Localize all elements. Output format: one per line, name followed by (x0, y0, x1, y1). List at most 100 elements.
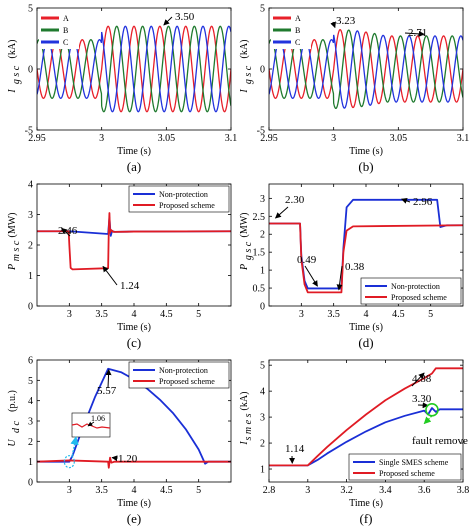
x-tick-label: 3 (331, 133, 336, 144)
legend-e: Non-protection Proposed scheme (128, 361, 230, 389)
y-tick-label: 4 (28, 180, 33, 191)
x-tick-label: 3.5 (327, 309, 340, 320)
subplot-caption: (e) (127, 511, 141, 526)
x-tick-label: 3 (305, 485, 310, 496)
x-tick-label: 3.5 (95, 309, 108, 320)
y-tick-label: 5 (260, 361, 265, 372)
y-tick-label: 2 (28, 241, 33, 252)
y-tick-label: 2 (28, 437, 33, 448)
y-axis-label-subscript: s m e s (243, 413, 254, 440)
series-line-single-smes-scheme (269, 407, 463, 467)
series-line-proposed-scheme (269, 222, 463, 294)
plot-area-b (269, 29, 463, 110)
y-axis-label: Is m e s (kA) (239, 392, 254, 446)
x-tick-label: 3 (67, 309, 72, 320)
y-tick-label: 2 (260, 230, 265, 241)
legend-entry: C (63, 38, 68, 47)
annotation-label: 2.30 (285, 194, 305, 206)
chart-f: 2.8 3 3.2 3.4 3.6 3.8 1 2 3 4 5 Time (s) (f) Is m e s… (239, 359, 469, 526)
x-tick-label: 4 (132, 485, 137, 496)
y-tick-label: -5 (25, 126, 33, 137)
subplot-caption: (f) (360, 511, 373, 526)
x-tick-label: 3.4 (379, 485, 392, 496)
annotations-d: 2.30 2.96 0.49 0.38 (275, 194, 433, 291)
y-tick-label: -5 (257, 126, 265, 137)
annotation-label: 3.50 (175, 11, 195, 23)
series-line-c (37, 25, 231, 113)
y-axis-label-subscript: d c (11, 420, 22, 433)
chart-e: 3 3.5 4 4.5 5 0 1 2 3 4 5 6 Time (s) (e) Ud c (p.u.) Non… (7, 356, 232, 526)
subplot-caption: (a) (127, 159, 141, 174)
y-tick-label: 1 (260, 266, 265, 277)
chart-b: 2.95 3 3.05 3.1 -5 0 5 Time (s) (b) Ig s c (kA) ABC… (239, 4, 469, 175)
plot-area-d (269, 198, 463, 294)
chart-d: 3 3.5 4 4.5 5 0 0.5 1 1.5 2 2.5 3 Time (s) (d) Pg s c (… (239, 183, 464, 350)
y-tick-label: 0 (260, 302, 265, 313)
y-tick-label: 3 (28, 210, 33, 221)
series-line-c (269, 30, 463, 109)
plot-area-f (269, 367, 463, 467)
legend-a: ABC (39, 10, 79, 49)
y-axis-label-subscript: m s c (11, 240, 22, 261)
x-axis-label: Time (s) (349, 498, 383, 509)
x-axis-label: Time (s) (117, 322, 151, 333)
annotation-label: 3.30 (412, 393, 432, 405)
x-axis-label: Time (s) (349, 146, 383, 157)
x-tick-label: 4 (364, 309, 369, 320)
annotations-b: 3.232.71 (330, 15, 427, 39)
y-tick-label: 5 (260, 4, 265, 15)
y-axis-label-subscript: g s c (11, 65, 22, 84)
legend-entry: Proposed scheme (391, 293, 447, 302)
annotation-label: 1.24 (120, 280, 140, 292)
annotation-arrow (411, 372, 425, 387)
y-tick-label: 5 (28, 376, 33, 387)
y-tick-label: 2.5 (253, 212, 266, 223)
annotation-label: 1.14 (285, 443, 305, 455)
x-tick-label: 3 (67, 485, 72, 496)
legend-box (348, 453, 462, 481)
subplot-caption: (b) (358, 159, 373, 174)
y-tick-label: 4 (28, 396, 33, 407)
y-tick-label: 0.5 (253, 284, 266, 295)
series-line-proposed-scheme (37, 212, 231, 271)
y-tick-label: 0 (28, 302, 33, 313)
y-tick-label: 3 (260, 413, 265, 424)
annotation-arrow (304, 265, 318, 287)
x-tick-label: 3.6 (418, 485, 431, 496)
y-tick-label: 3 (28, 417, 33, 428)
y-axis-label-unit: (kA) (239, 392, 250, 411)
x-tick-label: 2.8 (263, 485, 276, 496)
series-line-proposed-scheme (269, 367, 463, 467)
plot-area-a (37, 25, 231, 113)
y-tick-label: 1 (260, 465, 265, 476)
subplot-caption: (c) (127, 335, 141, 350)
x-tick-label: 4.5 (160, 309, 173, 320)
annotation-label: 0.49 (297, 254, 317, 266)
x-tick-label: 4 (132, 309, 137, 320)
y-tick-label: 0 (260, 65, 265, 76)
fault-arrow (423, 415, 433, 425)
annotation-label: 4.88 (412, 373, 432, 385)
annotation-label: fault remove (412, 435, 468, 447)
y-axis-label-unit: (MW) (7, 213, 18, 238)
x-tick-label: 2.95 (28, 133, 46, 144)
x-tick-label: 3.05 (158, 133, 176, 144)
annotation-label: 3.23 (336, 15, 356, 27)
legend-entry: Non-protection (391, 282, 440, 291)
series-line-non-protection (269, 198, 463, 290)
y-axis-label: Ud c (p.u.) (7, 390, 22, 446)
y-axis-label-symbol: U (7, 439, 18, 447)
annotation-label: 0.38 (345, 261, 365, 273)
y-tick-label: 5 (28, 4, 33, 15)
inset-arrow (87, 421, 95, 427)
subplot-caption: (d) (358, 335, 373, 350)
annotation-arrow (400, 198, 411, 204)
x-tick-label: 3.5 (95, 485, 108, 496)
annotations-a: 3.50 (163, 11, 195, 26)
y-tick-label: 6 (28, 356, 33, 367)
y-axis-label: Ig s c (kA) (239, 40, 254, 94)
y-axis-label-symbol: I (239, 441, 250, 446)
y-axis-label-subscript: g s c (243, 241, 254, 260)
y-tick-label: 1 (28, 271, 33, 282)
legend-entry: C (295, 38, 300, 47)
